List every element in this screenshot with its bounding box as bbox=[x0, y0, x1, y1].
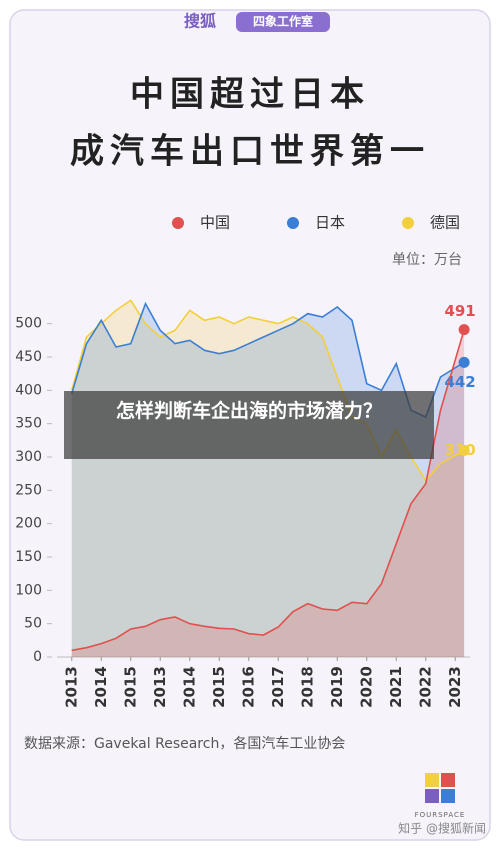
logo-block bbox=[441, 773, 455, 787]
y-tick-label: 450 bbox=[15, 349, 42, 365]
chart-title: 中国超过日本 bbox=[130, 75, 370, 115]
y-tick-label: 150 bbox=[15, 549, 42, 565]
x-tick-label: 2021 bbox=[387, 666, 405, 708]
y-tick-label: 250 bbox=[15, 482, 42, 498]
brand: 搜狐 bbox=[184, 12, 216, 31]
end-label: 491 bbox=[444, 302, 475, 320]
x-tick-label: 2020 bbox=[357, 666, 375, 708]
y-tick-label: 50 bbox=[24, 616, 42, 632]
legend-label: 日本 bbox=[315, 214, 345, 232]
source: 数据来源：Gavekal Research，各国汽车工业协会 bbox=[24, 735, 345, 752]
series-line bbox=[70, 301, 465, 419]
end-point bbox=[458, 444, 470, 456]
legend-marker bbox=[402, 217, 414, 229]
unit: 单位：万台 bbox=[392, 252, 462, 268]
x-tick-label: 2018 bbox=[298, 666, 316, 708]
y-tick-label: 300 bbox=[15, 449, 42, 465]
logo-block bbox=[441, 789, 455, 803]
x-tick-label: 2014 bbox=[180, 666, 198, 708]
y-tick-label: 350 bbox=[15, 416, 42, 432]
x-tick-label: 2013 bbox=[62, 666, 80, 708]
x-tick-label: 2014 bbox=[92, 666, 110, 708]
series-line bbox=[71, 329, 465, 652]
y-tick-label: 200 bbox=[15, 516, 42, 532]
x-tick-label: 2015 bbox=[121, 666, 139, 708]
logo-block bbox=[425, 789, 439, 803]
legend-marker bbox=[172, 217, 184, 229]
studio-badge bbox=[236, 12, 330, 32]
y-tick-label: 100 bbox=[15, 582, 42, 598]
series-area bbox=[71, 300, 465, 657]
overlay-holder: 怎样判断车企出海的市场潜力？ bbox=[115, 400, 382, 422]
end-point bbox=[458, 356, 470, 368]
x-tick-label: 2022 bbox=[416, 666, 434, 708]
x-tick-label: 2017 bbox=[269, 666, 287, 708]
overlay-title: 怎样判断车企出海的市场潜力？ bbox=[115, 400, 382, 422]
logo-block bbox=[425, 773, 439, 787]
y-tick-label: 0 bbox=[33, 649, 42, 665]
y-tick-label: 400 bbox=[15, 382, 42, 398]
series-area bbox=[71, 329, 465, 657]
x-tick-label: 2016 bbox=[239, 666, 257, 708]
legend-label: 中国 bbox=[200, 214, 230, 232]
x-tick-label: 2019 bbox=[328, 666, 346, 708]
end-label: 442 bbox=[444, 373, 475, 391]
logo-text: FOURSPACE bbox=[415, 811, 466, 819]
studio: 四象工作室 bbox=[253, 14, 313, 29]
x-tick-label: 2013 bbox=[151, 666, 169, 708]
legend-marker bbox=[287, 217, 299, 229]
end-label: 310 bbox=[444, 441, 475, 459]
y-tick-label: 500 bbox=[15, 316, 42, 332]
watermark: 知乎 @搜狐新闻 bbox=[398, 821, 486, 836]
x-tick-label: 2015 bbox=[210, 666, 228, 708]
overlay-box bbox=[64, 391, 434, 459]
chart-title: 成汽车出口世界第一 bbox=[70, 132, 430, 172]
x-tick-label: 2023 bbox=[446, 666, 464, 708]
legend-label: 德国 bbox=[430, 214, 460, 232]
end-point bbox=[458, 324, 470, 336]
